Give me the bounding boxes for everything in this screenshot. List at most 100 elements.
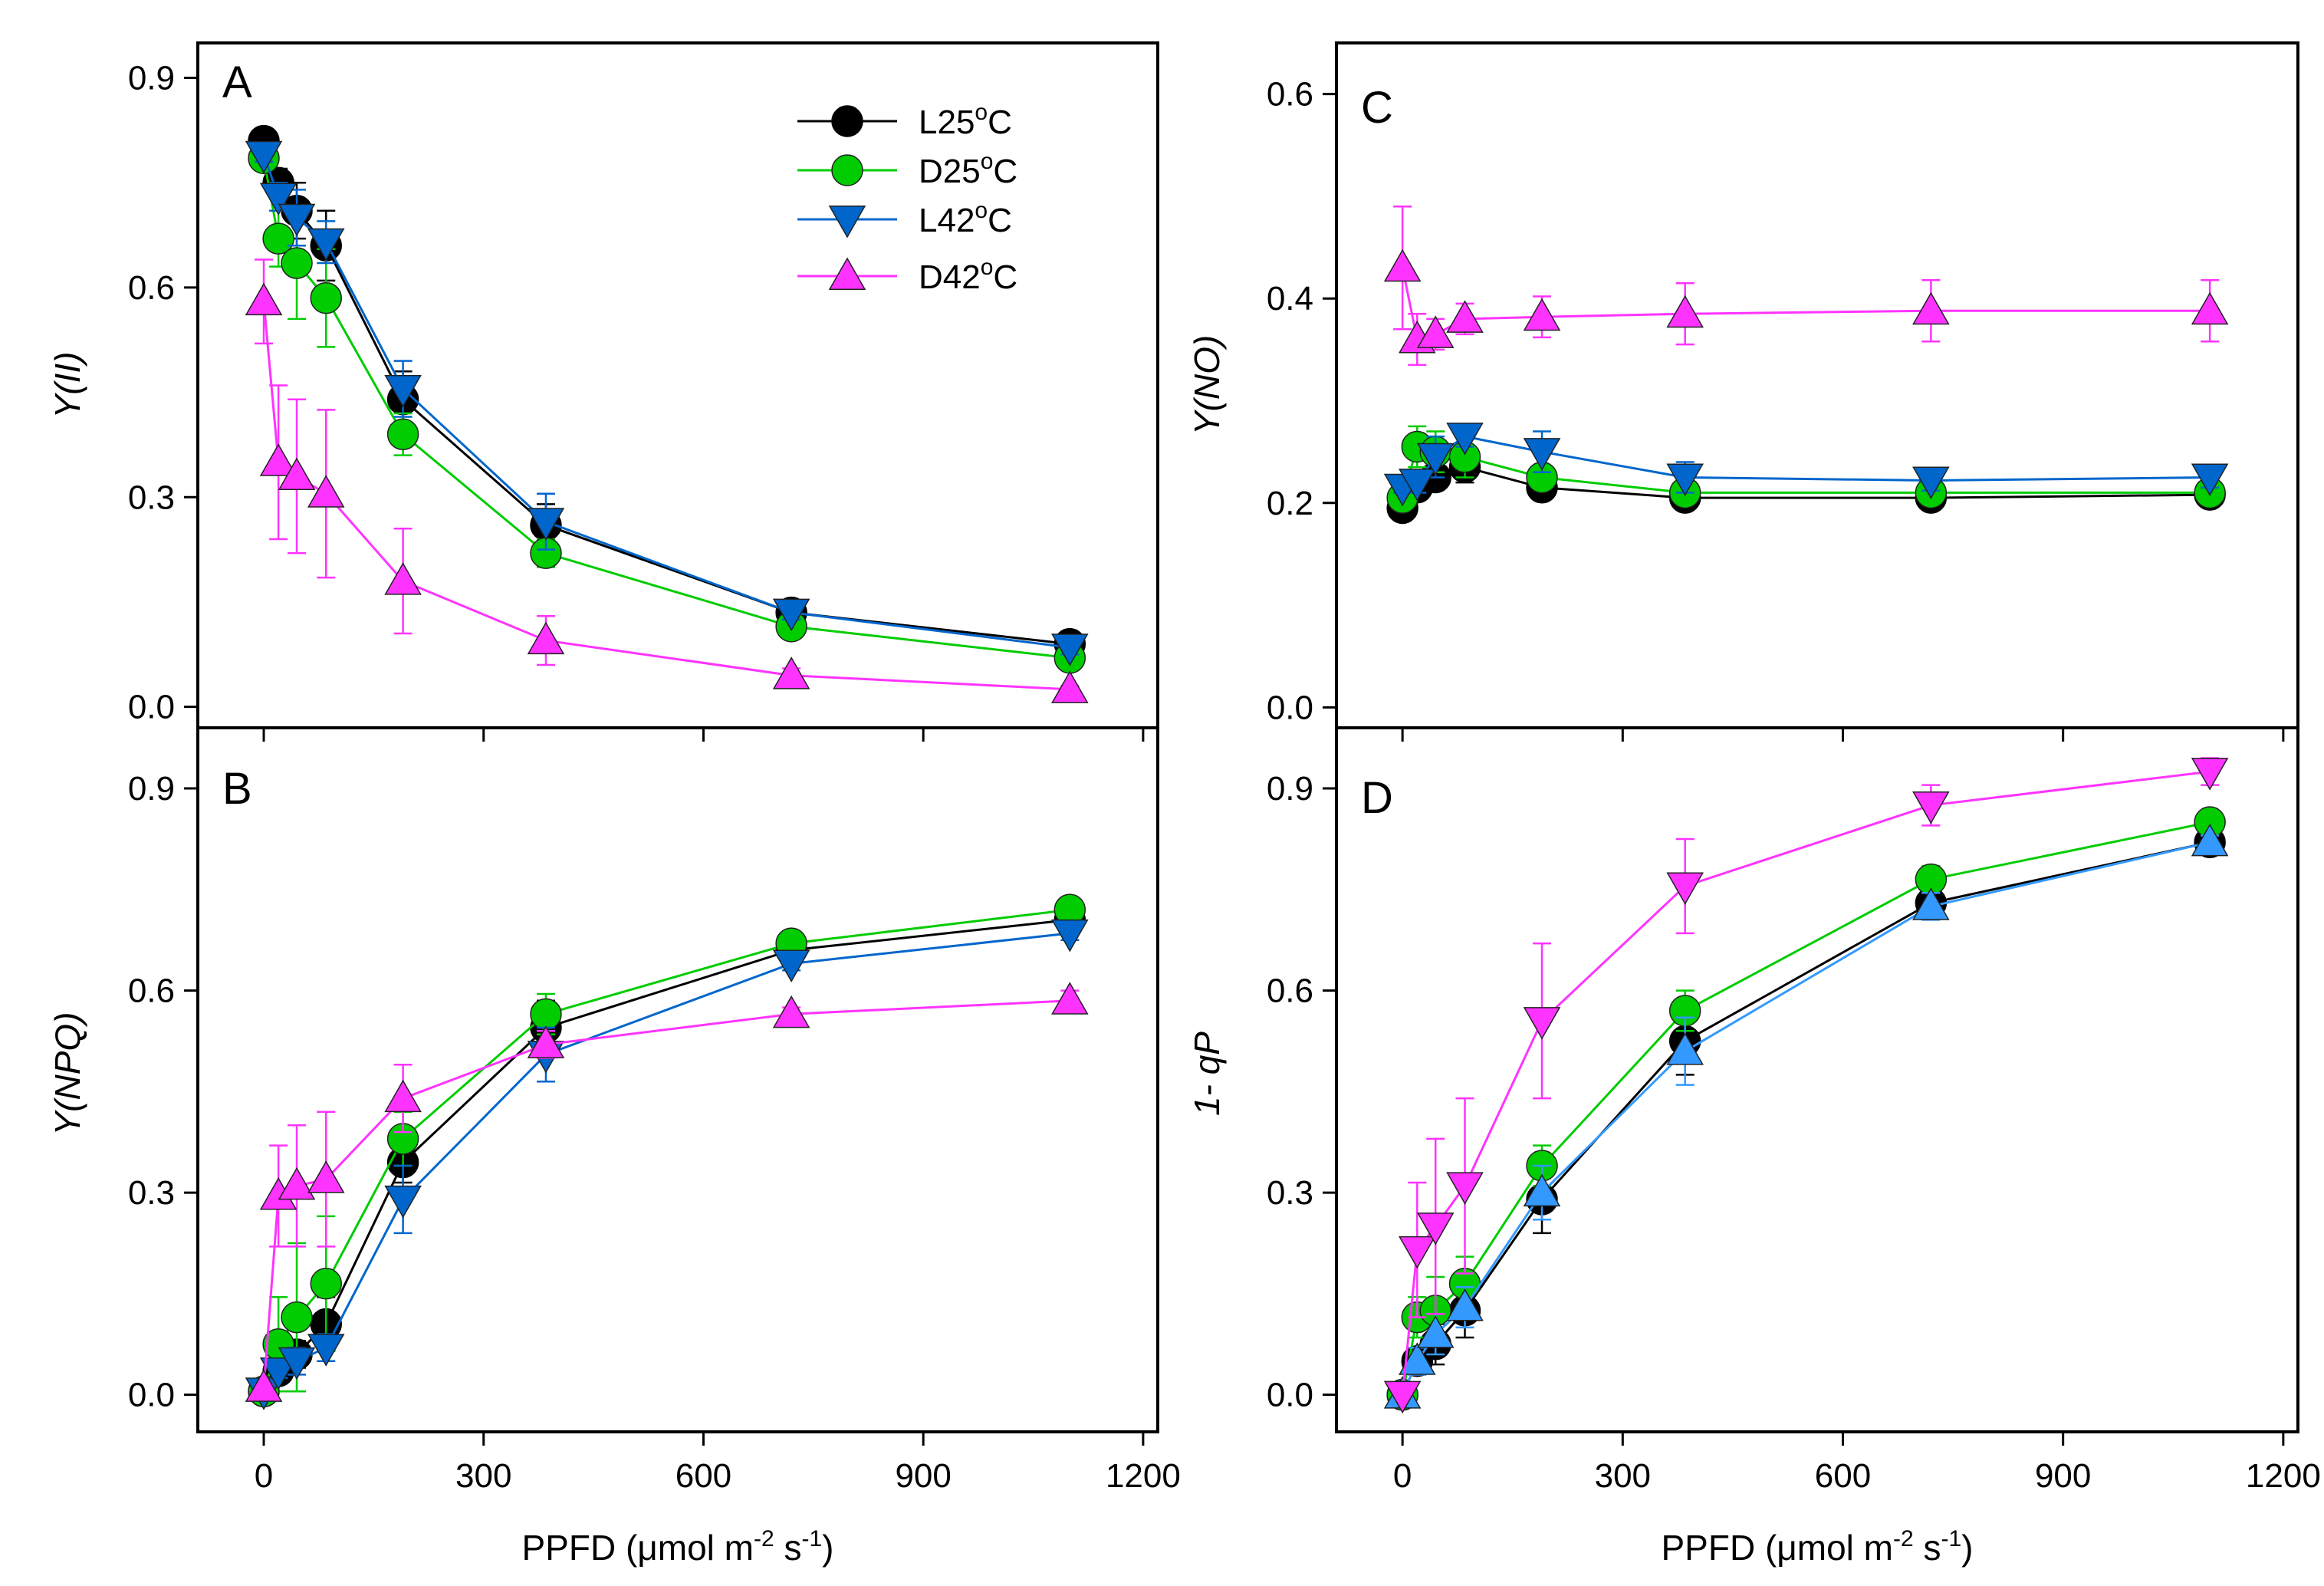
data-point [530, 998, 562, 1031]
xlabel-suffix: ) [822, 1528, 833, 1568]
panel-b-xlabel: PPFD (μmol m-2 s-1) [521, 1526, 833, 1568]
panel-a-plot: 0.0 0.3 0.6 0.9 [128, 60, 1145, 742]
y-tick-label: 0.0 [128, 689, 175, 726]
y-tick-label: 0.6 [1267, 76, 1313, 114]
data-point [772, 656, 810, 689]
data-point [278, 1347, 316, 1380]
data-point [310, 1267, 343, 1300]
data-point [278, 457, 316, 490]
panel-c-plot: 0.0 0.2 0.4 0.6 [1267, 76, 2285, 742]
data-point [1523, 1173, 1561, 1207]
data-point [384, 375, 422, 408]
xlabel-exp2: -1 [801, 1526, 822, 1551]
xlabel-mu: μ [637, 1528, 658, 1568]
xlabel-exp2: -1 [1941, 1526, 1961, 1551]
panel-d-frame [1335, 726, 2299, 1433]
data-point [1446, 300, 1484, 333]
y-tick-label: 0.0 [1267, 1377, 1313, 1414]
x-tick-label: 600 [676, 1457, 731, 1495]
data-point [1416, 1315, 1455, 1348]
data-point [278, 203, 316, 237]
data-point [1383, 1380, 1422, 1414]
data-point [386, 418, 419, 451]
y-tick-label: 0.9 [1267, 770, 1313, 808]
panel-a-ylabel: Y(II) [48, 352, 87, 419]
data-point [1399, 1342, 1436, 1375]
legend: L25oC D25oC L42oC D42oC [797, 100, 1017, 296]
data-point [772, 949, 810, 982]
data-point [1416, 315, 1455, 348]
data-point [307, 475, 345, 508]
x-tick-label: 0 [255, 1457, 273, 1495]
x-tick-label: 300 [455, 1457, 511, 1495]
data-point [1399, 469, 1436, 502]
legend-item-d42: D42oC [797, 255, 1017, 296]
data-point [1523, 438, 1561, 471]
y-tick-label: 0.9 [128, 770, 175, 808]
series-d25c [248, 142, 1086, 674]
data-point [1666, 294, 1704, 328]
legend-symbol [831, 154, 863, 186]
data-point [2191, 291, 2229, 325]
panel-d-ylabel: 1- qP [1187, 1032, 1227, 1116]
series-d42c [245, 982, 1089, 1402]
x-tick-label: 300 [1595, 1457, 1651, 1495]
x-tick-label: 900 [895, 1457, 951, 1495]
xlabel-suffix: ) [1961, 1528, 1973, 1568]
y-tick-label: 0.2 [1267, 485, 1313, 522]
data-point [245, 282, 283, 316]
data-point [259, 183, 297, 216]
legend-symbol [831, 105, 863, 137]
y-tick-label: 0.9 [128, 60, 175, 97]
data-point [1912, 291, 1950, 325]
legend-label: L42oC [919, 198, 1012, 239]
legend-item-l42: L42oC [797, 198, 1012, 239]
series-d42c [1383, 206, 2229, 367]
y-tick-label: 0.0 [1267, 689, 1313, 726]
legend-label: L25oC [919, 100, 1012, 141]
xlabel-mu: μ [1777, 1528, 1797, 1568]
x-tick-label: 600 [1815, 1457, 1871, 1495]
y-tick-label: 0.6 [128, 972, 175, 1010]
data-point [1446, 1172, 1484, 1205]
xlabel-mid2: s [774, 1528, 802, 1568]
data-point [307, 1160, 345, 1193]
y-tick-label: 0.6 [1267, 972, 1313, 1010]
series-l42c [1383, 423, 2229, 507]
data-point [1051, 633, 1089, 666]
y-tick-label: 0.3 [128, 479, 175, 516]
data-point [1912, 887, 1950, 920]
data-point [384, 562, 422, 595]
data-point [527, 1025, 565, 1058]
legend-marker [828, 206, 866, 239]
data-point [307, 228, 345, 262]
data-point [1446, 423, 1484, 456]
data-point [281, 1301, 313, 1334]
xlabel-exp1: -2 [754, 1526, 774, 1551]
data-point [1416, 443, 1455, 476]
panel-d: 0.0 0.3 0.6 0.9 0 300 600 900 1200 D 1- qP PPFD … [1187, 726, 2321, 1568]
panel-d-plot: 0.0 0.3 0.6 0.9 0 300 600 900 1200 [1267, 757, 2321, 1495]
data-point [1523, 1007, 1561, 1040]
data-point [384, 1185, 422, 1219]
panel-c-letter: C [1361, 83, 1393, 133]
legend-label: D25oC [919, 149, 1017, 190]
panel-a-letter: A [222, 58, 252, 107]
panel-d-letter: D [1361, 773, 1393, 823]
y-tick-label: 0.3 [1267, 1174, 1313, 1212]
y-tick-label: 0.3 [128, 1174, 175, 1212]
data-point [1523, 298, 1561, 331]
data-point [1416, 1213, 1455, 1245]
data-point [1051, 919, 1089, 953]
panel-c-ylabel: Y(NO) [1187, 335, 1227, 435]
xlabel-prefix: PPFD ( [1661, 1528, 1777, 1568]
y-tick-label: 0.4 [1267, 280, 1313, 318]
panel-a: 0.0 0.3 0.6 0.9 A Y(II) [48, 41, 1159, 742]
data-point [1912, 791, 1950, 824]
panel-d-xlabel: PPFD (μmol m-2 s-1) [1661, 1526, 1973, 1568]
data-point [1666, 872, 1704, 905]
x-tick-label: 1200 [1106, 1457, 1181, 1495]
data-point [384, 1079, 422, 1113]
data-point [1446, 1288, 1484, 1321]
